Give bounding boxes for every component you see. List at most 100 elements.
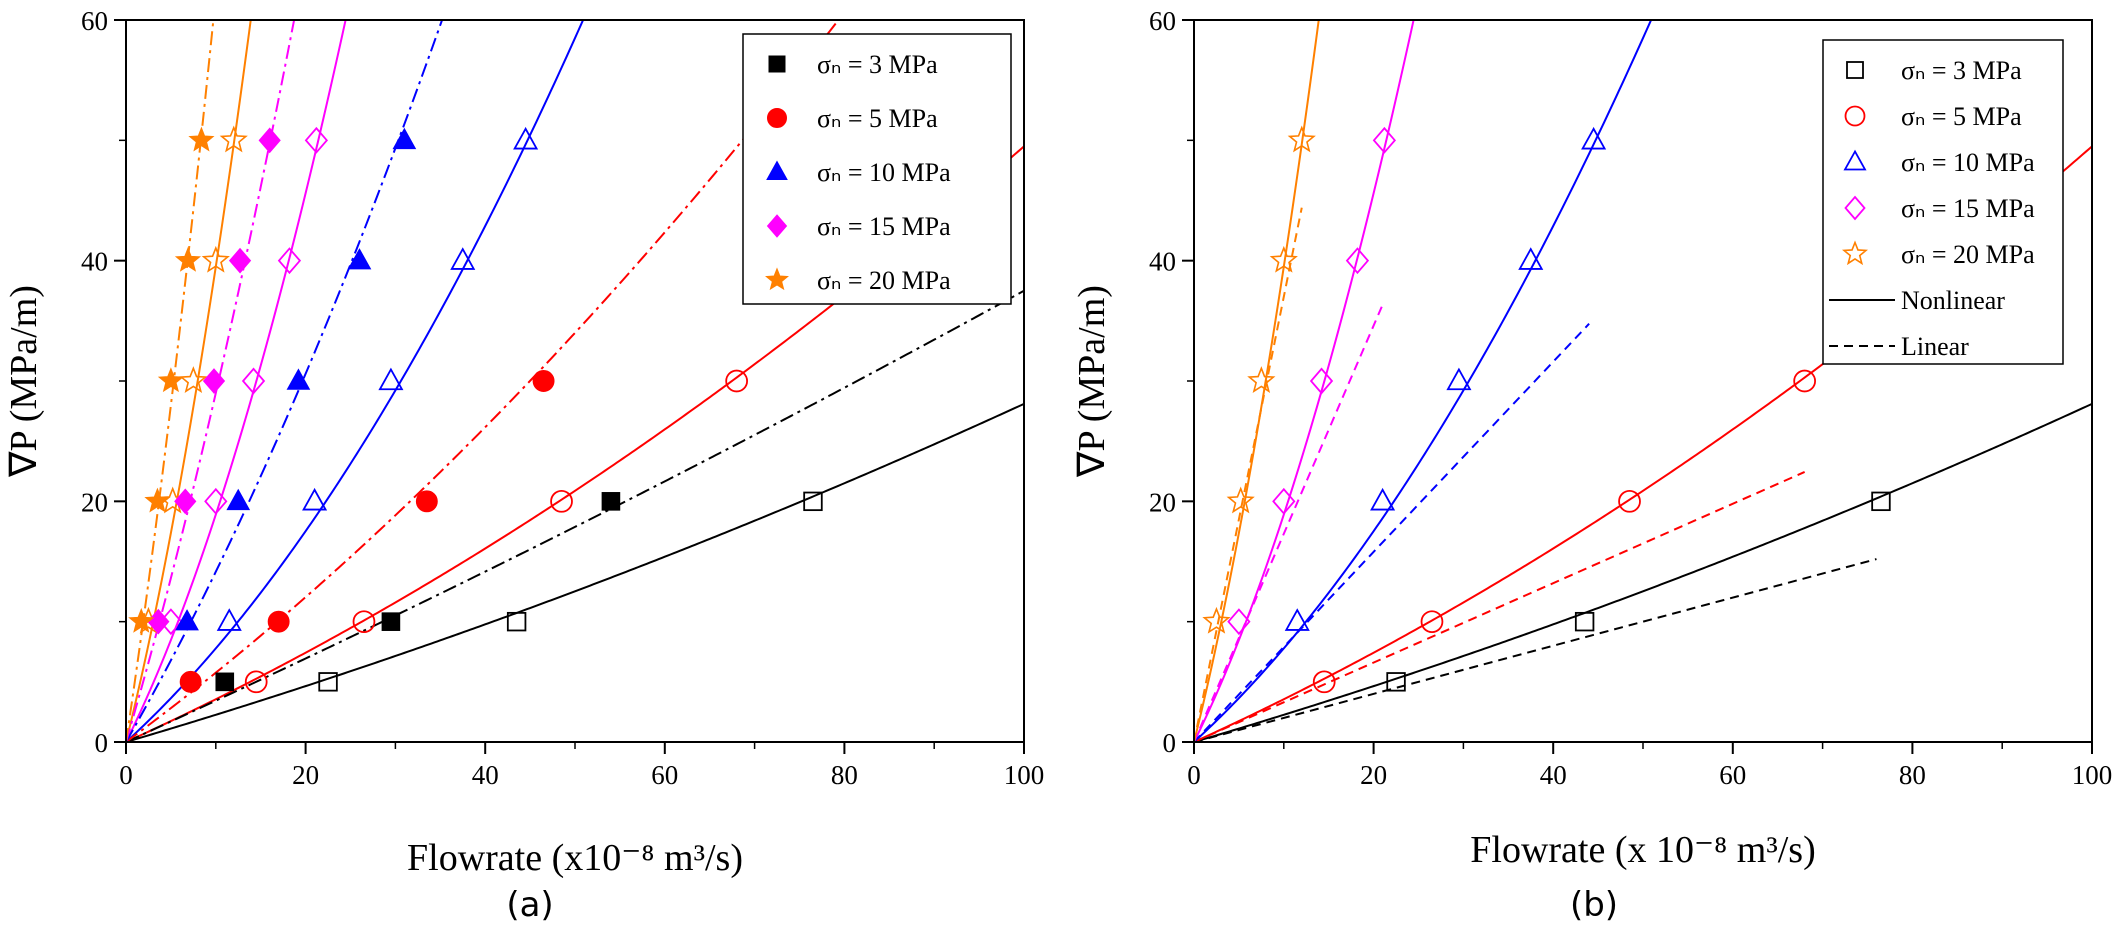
x-tick-label: 80	[831, 760, 858, 790]
fit-curve-dashdot-7	[126, 20, 444, 742]
legend-label-2: σₙ = 10 MPa	[817, 158, 951, 187]
y-tick-label: 20	[1149, 487, 1176, 517]
data-points-b	[1202, 125, 1891, 694]
data-point-s1-p1	[352, 610, 376, 634]
data-point-s8-p4	[258, 127, 281, 154]
data-point-s0-p2	[803, 491, 823, 512]
data-point-s7-p4	[392, 127, 417, 150]
legend-swatch-1	[767, 108, 787, 128]
legend-label-0: σₙ = 3 MPa	[1901, 56, 2022, 85]
data-point-s9-p1	[144, 487, 171, 513]
data-point-s1-p3	[725, 369, 748, 393]
x-tick-label: 80	[1899, 760, 1926, 790]
x-tick-label: 100	[1004, 760, 1045, 790]
chart-panel-b: 0 20 40 60 80 100 0 20 40 60 σₙ = 3 MPa σₙ = 5 MPa…	[1071, 6, 2112, 925]
data-point-s2-p0	[1284, 608, 1310, 631]
data-point-s0-p0	[318, 672, 338, 692]
data-point-s0-p2	[1871, 491, 1891, 512]
x-axis-title-a: Flowrate (x10⁻⁸ m³/s)	[407, 837, 743, 879]
panel-label-b: (b)	[1570, 885, 1618, 925]
x-tick-label: 40	[1540, 760, 1567, 790]
data-point-s1-p2	[550, 489, 573, 513]
x-tick-label: 20	[1360, 760, 1387, 790]
y-axis-title-b: ∇P (MPa/m)	[1071, 285, 1113, 478]
linear-fit-line-0	[1194, 558, 1877, 742]
data-point-s6-p1	[267, 610, 290, 633]
x-tick-label: 0	[119, 760, 133, 790]
data-point-s2-p4	[1581, 126, 1607, 150]
legend-label-1: σₙ = 5 MPa	[817, 104, 938, 133]
data-point-s6-p2	[415, 490, 438, 513]
legend-a: σₙ = 3 MPa σₙ = 5 MPa σₙ = 10 MPa σₙ = 15 M…	[742, 33, 1012, 305]
legend-swatch-3	[1844, 195, 1866, 221]
y-tick-label: 0	[95, 728, 109, 758]
y-tick-label: 20	[81, 487, 108, 517]
legend-box	[742, 33, 1012, 305]
axis-ticks-b: 0 20 40 60 80 100 0 20 40 60	[1149, 6, 2112, 790]
linear-fit-line-1	[1194, 471, 1806, 742]
data-point-s9-p3	[174, 246, 202, 272]
data-points-a	[128, 125, 823, 694]
y-tick-label: 60	[81, 6, 108, 36]
data-point-s0-p0	[1386, 672, 1406, 692]
data-point-s3-p1	[1272, 487, 1296, 515]
y-tick-label: 0	[1163, 728, 1177, 758]
x-tick-label: 100	[2072, 760, 2113, 790]
legend-swatch-1	[1844, 105, 1866, 127]
data-point-s1-p1	[1420, 610, 1444, 634]
data-point-s9-p2	[157, 367, 184, 393]
data-point-s3-p4	[304, 126, 329, 154]
legend-label-0: σₙ = 3 MPa	[817, 50, 938, 79]
legend-label-4: σₙ = 20 MPa	[1901, 240, 2035, 269]
legend-swatch-0	[1846, 61, 1864, 79]
fit-curve-2	[126, 20, 585, 742]
linear-fit-line-3	[1194, 304, 1384, 742]
data-point-s4-p4	[1287, 125, 1316, 153]
x-tick-label: 60	[1719, 760, 1746, 790]
data-point-s9-p4	[188, 126, 215, 152]
data-point-s4-p3	[201, 245, 230, 273]
data-point-s2-p3	[1518, 247, 1544, 270]
data-point-s0-p1	[506, 611, 527, 632]
y-tick-label: 40	[1149, 247, 1176, 277]
linear-fit-line-2	[1194, 323, 1590, 742]
data-point-s5-p0	[215, 672, 235, 692]
data-point-s2-p1	[302, 487, 328, 511]
data-point-s5-p1	[381, 612, 401, 631]
x-tick-label: 40	[472, 760, 499, 790]
legend-label-5: Nonlinear	[1901, 286, 2005, 315]
data-point-s4-p4	[219, 125, 248, 153]
data-point-s0-p1	[1574, 611, 1595, 632]
legend-b: σₙ = 3 MPa σₙ = 5 MPa σₙ = 10 MPa σₙ = 15 M…	[1822, 39, 2064, 365]
data-point-s3-p3	[277, 247, 302, 275]
data-point-s7-p0	[175, 609, 199, 631]
data-point-s6-p3	[532, 370, 555, 392]
data-point-s2-p1	[1370, 487, 1396, 511]
data-point-s8-p1	[174, 488, 197, 515]
data-point-s7-p2	[286, 368, 311, 390]
data-point-s5-p2	[601, 492, 621, 511]
fit-curve-0	[126, 402, 1024, 742]
data-point-s1-p0	[1312, 670, 1336, 694]
data-point-s1-p3	[1793, 369, 1816, 393]
data-point-s7-p1	[226, 488, 251, 511]
legend-swatch-2	[766, 160, 788, 180]
fit-curve-2	[1194, 20, 1653, 742]
legend-label-1: σₙ = 5 MPa	[1901, 102, 2022, 131]
chart-panel-a: 0 20 40 60 80 100 0 20 40 60 σₙ = 3 MPa σₙ = 5 MPa…	[3, 6, 1045, 925]
data-point-s2-p4	[513, 126, 539, 150]
data-point-s1-p2	[1618, 489, 1641, 513]
data-point-s3-p1	[204, 487, 228, 515]
data-point-s4-p1	[1226, 486, 1255, 514]
data-point-s3-p2	[241, 367, 266, 395]
fit-curve-0	[1194, 402, 2092, 742]
legend-label-3: σₙ = 15 MPa	[817, 212, 951, 241]
data-point-s3-p2	[1309, 367, 1334, 395]
y-axis-title-a: ∇P (MPa/m)	[3, 285, 45, 478]
data-point-s2-p2	[378, 367, 404, 391]
legend-box	[1822, 39, 2064, 365]
data-point-s3-p0	[1227, 608, 1251, 636]
data-point-s9-p0	[128, 607, 155, 633]
legend-swatch-4	[1841, 240, 1869, 266]
